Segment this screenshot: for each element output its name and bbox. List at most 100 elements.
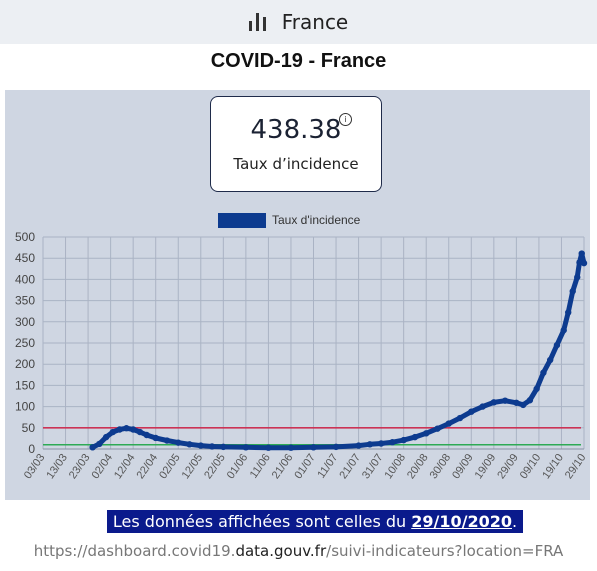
data-point [456,414,464,422]
data-point [400,436,407,444]
data-point [490,399,498,406]
x-tick-label: 13/03 [44,452,70,481]
y-tick-label: 0 [28,442,35,456]
data-date-note: Les données affichées sont celles du 29/… [107,510,523,533]
header-bar: France [0,0,597,44]
incidence-value: 438.38 [250,115,342,145]
incidence-label: Taux d’incidence [233,155,359,173]
data-point [96,440,103,448]
data-point [123,425,130,432]
x-tick-label: 31/07 [360,452,386,481]
data-point [332,443,340,451]
data-point [163,437,171,444]
data-point [287,444,295,451]
bar-chart-icon[interactable] [248,13,266,31]
y-tick-label: 50 [22,421,36,435]
data-point [445,420,452,427]
y-tick-label: 350 [15,294,35,308]
x-tick-label: 29/10 [563,452,589,481]
country-selector[interactable]: France [281,10,349,34]
x-tick-label: 30/08 [428,452,454,481]
series-points [89,250,588,451]
x-tick-label: 09/09 [450,452,476,481]
data-point [468,408,475,415]
x-tick-label: 22/05 [202,452,228,481]
series-line [90,251,587,451]
legend-label[interactable]: Taux d'incidence [272,213,361,227]
y-tick-label: 450 [15,251,35,265]
data-point [578,250,585,257]
y-tick-label: 300 [15,315,35,329]
x-tick-label: 19/09 [473,452,499,481]
x-tick-label: 22/04 [135,452,161,481]
x-tick-label: 12/05 [180,452,206,481]
data-point [265,444,272,451]
note-prefix: Les données affichées sont celles du [112,512,412,531]
url-domain: data.gouv.fr [235,542,327,560]
data-point [197,442,204,449]
y-tick-label: 200 [15,357,35,371]
data-point [546,356,554,364]
x-tick-label: 03/03 [22,452,48,481]
source-url[interactable]: https://dashboard.covid19.data.gouv.fr/s… [0,542,597,560]
data-point [389,439,396,446]
url-prefix: https://dashboard.covid19. [33,542,236,560]
info-icon[interactable]: i [339,113,352,126]
x-tick-label: 01/06 [225,452,251,481]
y-tick-label: 150 [15,378,35,392]
x-tick-label: 19/10 [540,452,566,481]
data-point [411,433,419,441]
data-point [434,425,441,432]
data-point [501,397,509,404]
x-tick-label: 12/04 [112,452,138,481]
incidence-chart: Taux d'incidence 0 50 100 150 200 250 300 350 40… [15,213,589,481]
x-tick-label: 23/03 [67,452,93,481]
x-tick-label: 10/08 [383,452,409,481]
data-point [513,399,520,406]
data-point [526,397,534,404]
y-tick-label: 500 [15,230,35,244]
x-tick-label: 20/08 [405,452,431,481]
data-point [565,309,572,316]
data-point [377,440,385,447]
data-point [569,288,576,295]
x-tick-label: 29/09 [495,452,521,481]
data-point [574,274,581,281]
y-tick-label: 100 [15,400,35,414]
data-point [355,442,362,449]
x-tick-label: 21/07 [337,452,363,481]
data-point [102,433,110,441]
data-point [366,441,374,448]
data-point [479,403,486,410]
page-title: COVID-19 - France [210,50,387,72]
data-point [208,443,216,450]
x-tick-label: 02/04 [89,452,115,481]
x-tick-label: 11/06 [248,452,273,481]
y-tick-label: 250 [15,336,35,350]
incidence-card: 438.38 i Taux d’incidence [210,96,382,192]
data-point [152,434,159,442]
data-point [540,369,547,376]
data-point [175,439,182,446]
note-suffix: . [512,512,518,531]
data-point [533,385,540,392]
data-point [242,444,250,451]
data-point [186,441,193,448]
y-tick-label: 400 [15,272,35,286]
legend-swatch[interactable] [218,213,266,228]
x-tick-label: 21/06 [270,452,296,481]
data-point [580,259,588,267]
data-point [129,426,137,433]
x-tick-label: 09/10 [518,452,544,481]
data-point [560,327,567,334]
x-tick-label: 01/07 [292,452,318,481]
x-tick-label: 11/07 [315,452,340,481]
data-point [143,431,150,439]
data-point [116,426,123,433]
data-point [220,443,227,451]
data-point [109,428,117,436]
y-axis: 0 50 100 150 200 250 300 350 400 450 500 [15,230,584,456]
data-point [553,341,561,349]
url-suffix: /suivi-indicateurs?location=FRA [326,542,564,560]
data-point [519,401,527,409]
